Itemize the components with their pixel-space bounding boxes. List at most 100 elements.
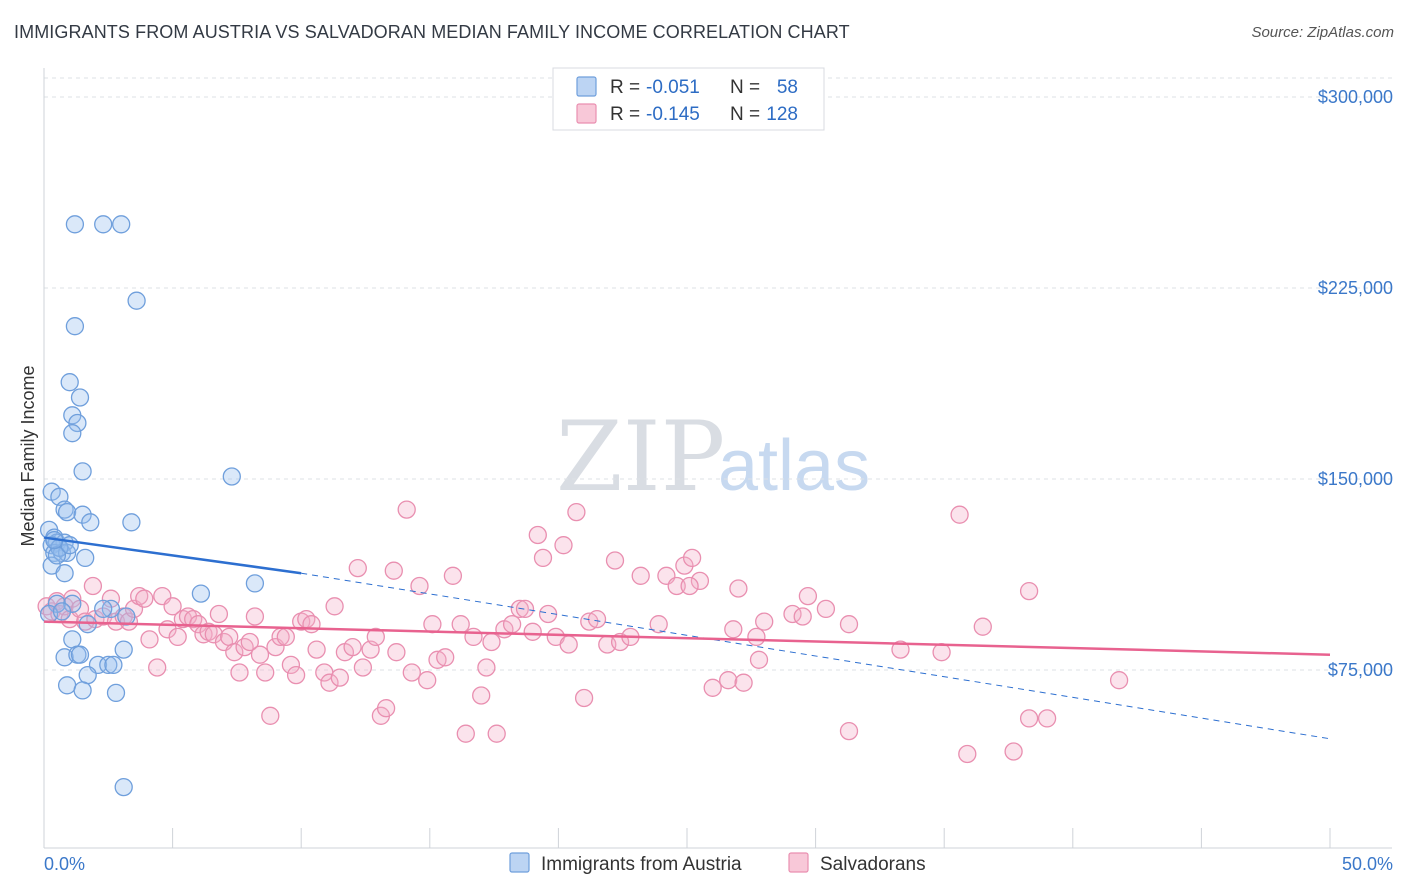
point-austria-45 [99, 655, 118, 675]
point-salvadorans-64 [384, 561, 403, 580]
point-austria-4 [65, 317, 85, 336]
point-austria-0 [65, 215, 85, 234]
legend-n-value-austria: 58 [777, 77, 798, 98]
point-austria-18 [81, 513, 100, 532]
y-tick-labels: $75,000 $150,000 $225,000 $300,000 [1318, 87, 1393, 680]
point-salvadorans-92 [567, 502, 586, 522]
point-salvadorans-38 [240, 632, 259, 652]
point-salvadorans-103 [667, 576, 686, 596]
point-salvadorans-125 [958, 744, 977, 764]
point-austria-10 [73, 462, 92, 481]
point-salvadorans-40 [250, 645, 270, 664]
chart-title: IMMIGRANTS FROM AUSTRIA VS SALVADORAN ME… [14, 22, 850, 42]
point-salvadorans-129 [1019, 709, 1039, 728]
point-austria-35 [101, 599, 121, 619]
point-salvadorans-75 [456, 724, 475, 743]
point-austria-5 [60, 373, 79, 392]
point-austria-31 [245, 574, 265, 593]
point-salvadorans-95 [587, 609, 607, 629]
point-salvadorans-9 [83, 576, 103, 596]
x-tick-label-1: 50.0% [1342, 854, 1393, 874]
point-salvadorans-119 [816, 599, 836, 619]
point-austria-46 [104, 655, 123, 675]
legend-swatch-salvadorans [576, 103, 597, 124]
point-salvadorans-97 [605, 551, 625, 570]
point-salvadorans-41 [256, 663, 275, 682]
point-salvadorans-51 [307, 640, 326, 659]
point-austria-32 [191, 584, 211, 603]
x-axis-ticks [43, 828, 1331, 848]
legend-n-label-salvadorans: N = [730, 104, 760, 125]
point-salvadorans-67 [402, 663, 421, 682]
point-salvadorans-120 [839, 615, 859, 634]
point-salvadorans-78 [477, 658, 496, 677]
point-salvadorans-58 [348, 558, 367, 578]
point-salvadorans-104 [675, 556, 694, 575]
series-legend: Immigrants from Austria Salvadorans [509, 852, 926, 875]
legend-n-value-salvadorans: 128 [766, 104, 798, 125]
stats-legend: R = -0.051 N = 58 R = -0.145 N = 128 [552, 67, 825, 131]
point-salvadorans-50 [302, 615, 321, 634]
point-austria-40 [114, 640, 133, 659]
point-salvadorans-74 [451, 615, 470, 634]
point-salvadorans-70 [423, 615, 442, 634]
trend-line-austria-extension [301, 572, 1331, 740]
point-austria-37 [117, 607, 136, 626]
point-salvadorans-55 [330, 668, 349, 687]
point-austria-49 [73, 681, 92, 700]
point-salvadorans-131 [1109, 671, 1129, 690]
point-austria-30 [55, 564, 74, 583]
point-salvadorans-130 [1037, 709, 1057, 728]
point-salvadorans-63 [376, 699, 396, 718]
point-austria-1 [94, 215, 113, 234]
point-salvadorans-114 [755, 612, 774, 631]
point-salvadorans-19 [140, 630, 159, 649]
point-salvadorans-20 [148, 658, 167, 677]
trend-line-salvadorans [43, 620, 1331, 656]
bottom-legend-swatch-austria [509, 852, 530, 873]
point-salvadorans-65 [387, 643, 406, 662]
point-austria-48 [57, 676, 77, 695]
legend-swatch-austria [576, 76, 597, 97]
point-salvadorans-73 [443, 566, 463, 585]
point-salvadorans-76 [464, 627, 483, 647]
point-salvadorans-45 [276, 627, 295, 647]
point-salvadorans-66 [397, 500, 416, 519]
point-salvadorans-80 [487, 724, 506, 743]
point-salvadorans-57 [343, 637, 362, 657]
legend-r-label-salvadorans: R = [610, 104, 640, 125]
point-austria-56 [94, 599, 113, 619]
legend-r-value-salvadorans: -0.145 [646, 104, 700, 125]
point-austria-43 [70, 645, 90, 664]
point-salvadorans-122 [891, 640, 910, 659]
point-salvadorans-24 [168, 627, 187, 647]
legend-r-label-austria: R = [610, 77, 640, 98]
series-salvadorans-points [37, 500, 1129, 764]
x-tick-labels: 0.0% 50.0% [44, 854, 1393, 874]
watermark-zip: ZIP [556, 401, 725, 513]
point-salvadorans-47 [286, 665, 306, 685]
bottom-legend-label-austria: Immigrants from Austria [541, 854, 742, 875]
point-austria-9 [63, 424, 82, 443]
point-salvadorans-121 [839, 721, 859, 741]
point-austria-15 [57, 502, 77, 522]
point-salvadorans-69 [418, 671, 437, 690]
point-salvadorans-84 [515, 599, 535, 619]
point-salvadorans-124 [950, 505, 969, 524]
point-salvadorans-37 [235, 637, 254, 657]
point-salvadorans-77 [472, 686, 491, 705]
point-austria-47 [78, 665, 97, 685]
point-salvadorans-110 [724, 620, 743, 639]
point-salvadorans-109 [719, 671, 738, 690]
trend-lines [43, 536, 1331, 740]
y-tick-label-1: $150,000 [1318, 469, 1393, 489]
trend-line-austria [43, 536, 302, 575]
point-salvadorans-34 [220, 627, 239, 647]
point-austria-2 [112, 215, 131, 234]
legend-r-value-austria: -0.051 [646, 77, 700, 98]
point-salvadorans-46 [281, 655, 301, 675]
point-salvadorans-36 [230, 663, 249, 682]
point-austria-3 [127, 291, 146, 310]
point-austria-28 [76, 548, 95, 568]
point-salvadorans-111 [729, 579, 748, 598]
